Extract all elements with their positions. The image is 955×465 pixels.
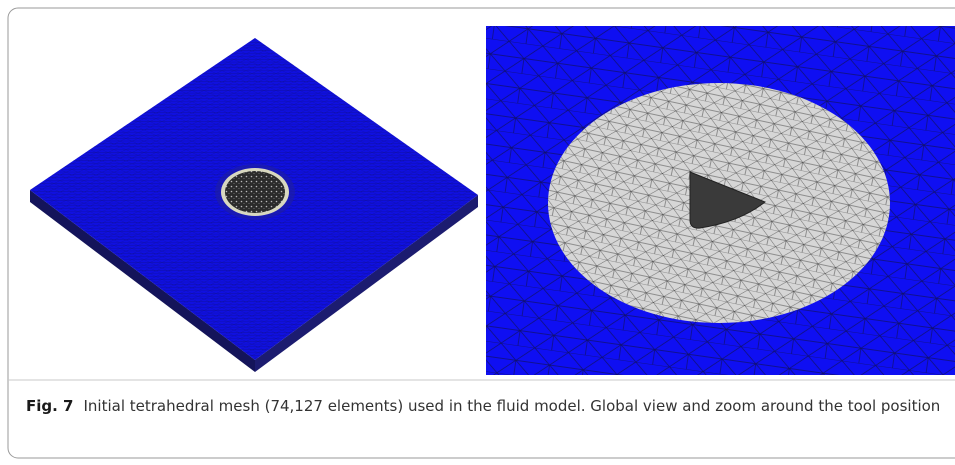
figure-caption: Fig. 7 Initial tetrahedral mesh (74,127 e… <box>26 394 941 418</box>
caption-text: Initial tetrahedral mesh (74,127 element… <box>83 397 941 415</box>
figure-label: Fig. 7 <box>26 397 74 415</box>
figure-border <box>7 7 955 459</box>
global-view <box>30 38 478 372</box>
zoom-view <box>486 26 955 375</box>
